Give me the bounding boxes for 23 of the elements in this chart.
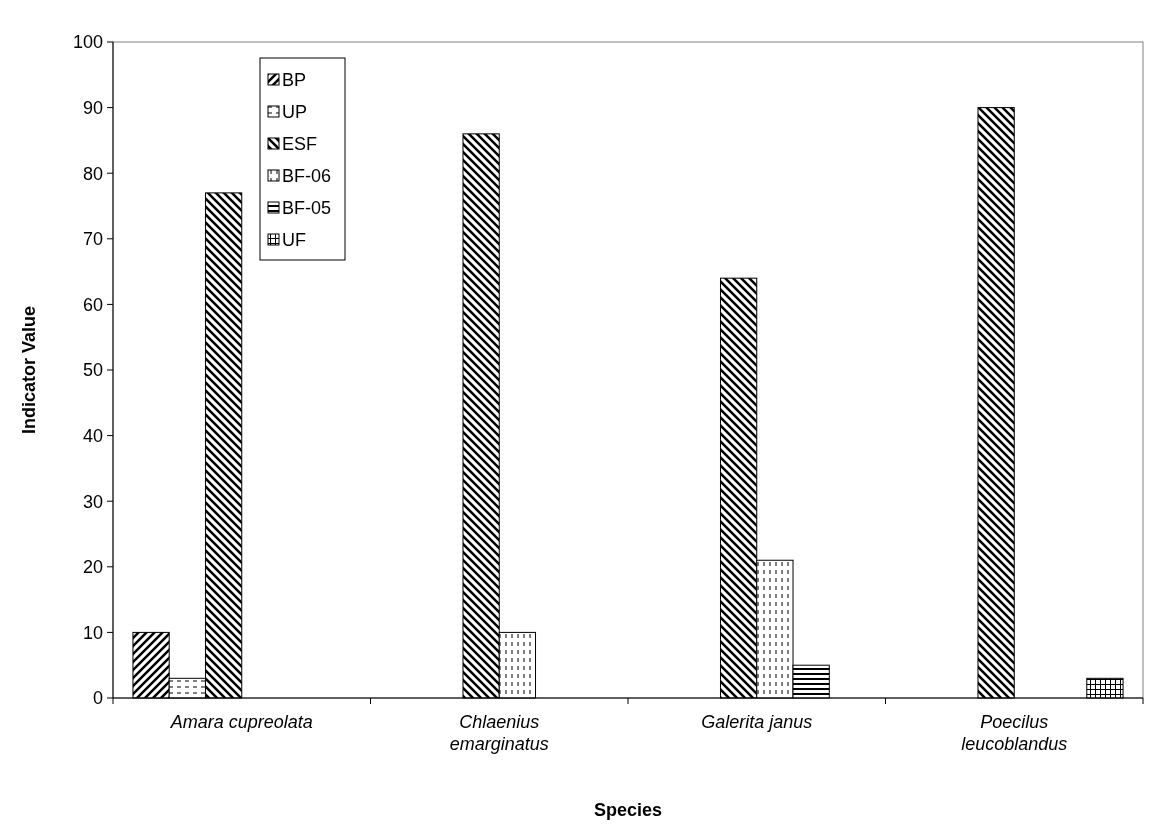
legend-label: BP [282, 70, 307, 91]
x-tick-label: Poecilus leucoblandus [961, 712, 1068, 754]
x-tick-label: Chlaenius emarginatus [449, 712, 549, 754]
y-tick-label: 60 [82, 294, 103, 315]
legend-label: ESF [282, 134, 318, 155]
y-tick-label: 20 [82, 557, 103, 578]
x-axis-title: Species [593, 800, 663, 820]
legend-label: BF-06 [282, 166, 332, 187]
y-tick-label: 80 [82, 163, 103, 184]
y-tick-label: 70 [82, 229, 103, 250]
y-tick-label: 30 [82, 491, 103, 512]
legend-label: UP [282, 102, 308, 123]
y-tick-label: 10 [82, 622, 103, 643]
y-tick-label: 40 [82, 425, 103, 446]
y-tick-label: 50 [82, 360, 103, 381]
y-tick-label: 0 [92, 688, 103, 709]
legend-label: UF [282, 230, 306, 251]
y-axis-title: Indicator Value [19, 305, 39, 435]
x-tick-label: Galerita janus [701, 712, 813, 732]
legend-label: BF-05 [282, 198, 332, 219]
y-tick-label: 90 [82, 97, 103, 118]
y-tick-label: 100 [72, 32, 103, 53]
x-tick-label: Amara cupreolata [169, 712, 313, 732]
